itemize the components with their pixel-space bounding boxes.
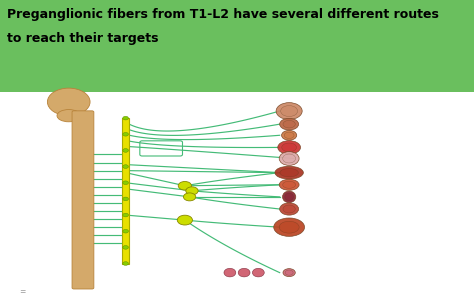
Ellipse shape: [57, 110, 81, 122]
Ellipse shape: [278, 141, 301, 154]
Ellipse shape: [274, 218, 304, 236]
Circle shape: [123, 181, 128, 185]
Ellipse shape: [238, 268, 250, 277]
Ellipse shape: [280, 118, 299, 130]
Ellipse shape: [279, 179, 299, 190]
Circle shape: [123, 197, 128, 201]
Text: Preganglionic fibers from T1-L2 have several different routes: Preganglionic fibers from T1-L2 have sev…: [7, 8, 439, 21]
Circle shape: [123, 132, 128, 136]
FancyBboxPatch shape: [72, 111, 94, 289]
Ellipse shape: [279, 221, 299, 233]
Ellipse shape: [282, 143, 297, 152]
Circle shape: [123, 116, 128, 120]
Ellipse shape: [47, 88, 90, 116]
Circle shape: [123, 230, 128, 233]
Ellipse shape: [275, 166, 303, 179]
Text: to reach their targets: to reach their targets: [7, 32, 159, 45]
Ellipse shape: [283, 181, 296, 188]
Ellipse shape: [283, 205, 295, 213]
Circle shape: [123, 165, 128, 168]
Circle shape: [178, 181, 191, 190]
Circle shape: [177, 215, 192, 225]
Ellipse shape: [283, 120, 295, 128]
Text: =: =: [19, 287, 25, 296]
Ellipse shape: [285, 193, 293, 201]
Ellipse shape: [279, 152, 299, 165]
Circle shape: [123, 245, 128, 249]
Ellipse shape: [252, 268, 264, 277]
Circle shape: [123, 213, 128, 217]
Ellipse shape: [224, 268, 236, 277]
Circle shape: [186, 187, 198, 195]
Ellipse shape: [283, 191, 296, 203]
Ellipse shape: [282, 130, 297, 140]
Ellipse shape: [285, 270, 293, 275]
Ellipse shape: [284, 132, 294, 138]
Ellipse shape: [280, 203, 299, 215]
Ellipse shape: [283, 154, 296, 163]
Ellipse shape: [281, 106, 298, 117]
FancyBboxPatch shape: [122, 118, 129, 263]
Ellipse shape: [280, 169, 299, 177]
Circle shape: [123, 149, 128, 152]
Ellipse shape: [276, 103, 302, 119]
FancyBboxPatch shape: [0, 0, 474, 92]
Circle shape: [183, 193, 196, 201]
Circle shape: [123, 262, 128, 265]
Ellipse shape: [283, 269, 295, 277]
